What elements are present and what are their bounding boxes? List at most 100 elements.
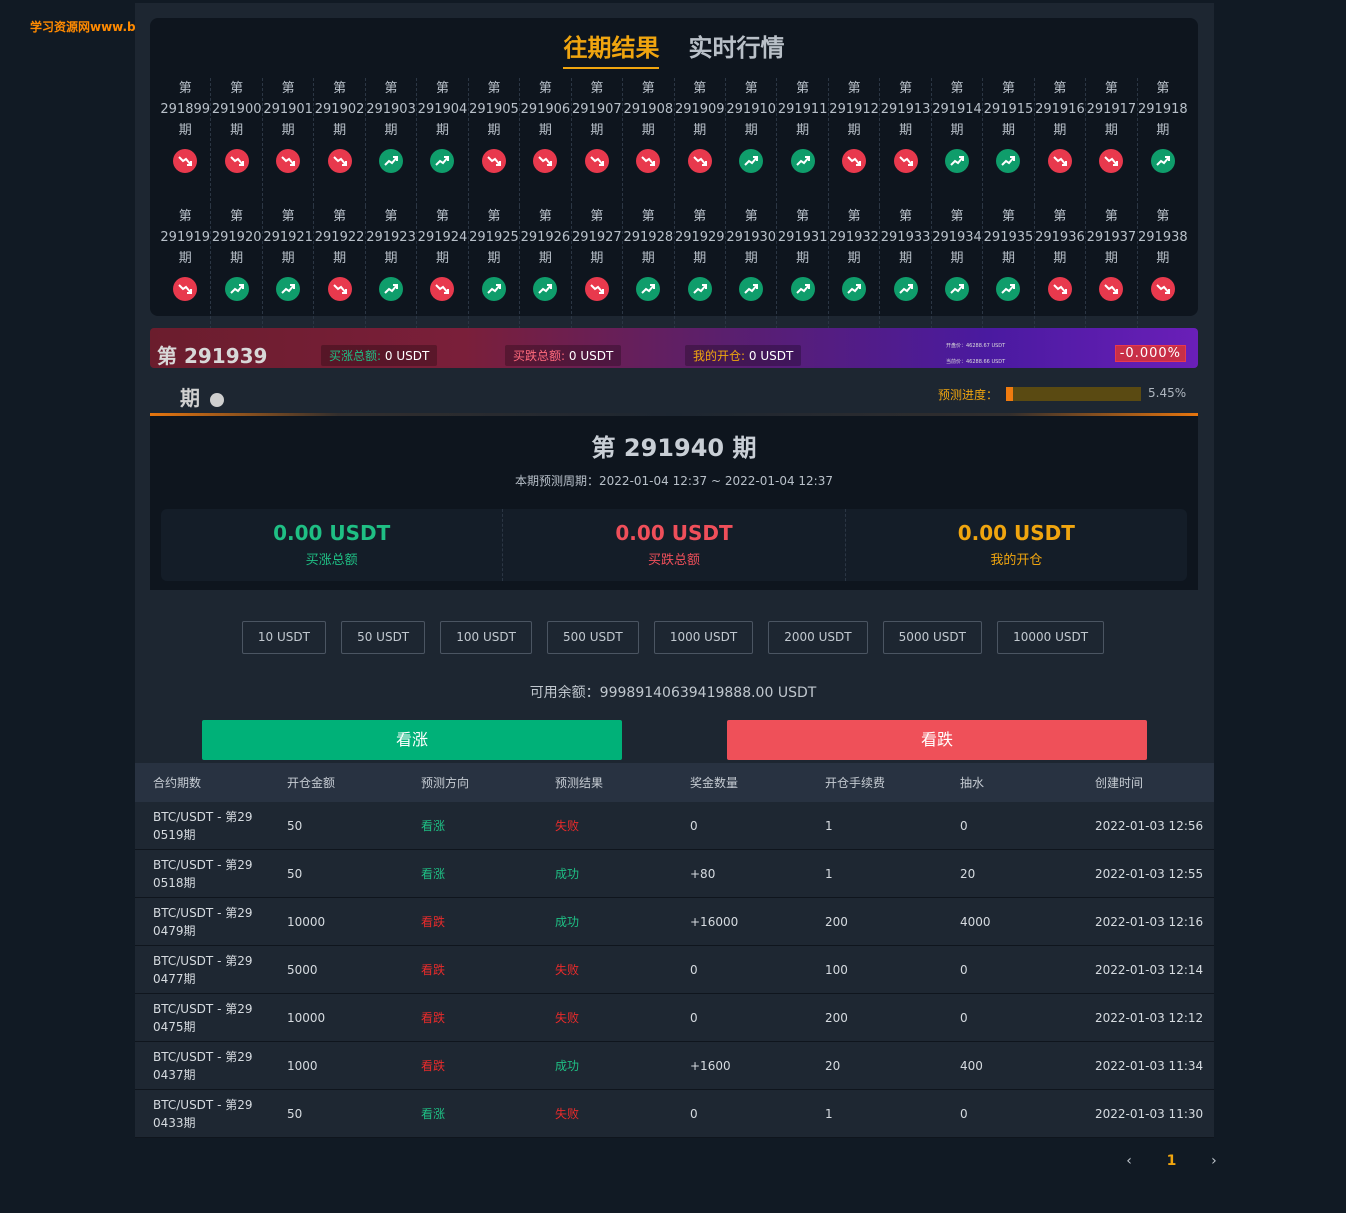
period-number: 291913	[880, 102, 931, 117]
period-suffix: 期	[435, 123, 449, 138]
period-number: 291921	[263, 230, 313, 245]
period-prefix: 第	[487, 81, 501, 96]
banner-buy-down: 买跌总额: 0 USDT	[505, 345, 622, 366]
amount-button[interactable]: 2000 USDT	[768, 621, 868, 654]
trend-down-icon	[173, 277, 198, 301]
period-suffix: 期	[1104, 251, 1118, 266]
period-cell: 第 291920 期	[211, 206, 263, 334]
amount-button[interactable]: 500 USDT	[547, 621, 639, 654]
cell-contract-line1: BTC/USDT - 第29	[153, 953, 253, 968]
col-fee: 开仓手续费	[825, 776, 886, 790]
cell-contract-line1: BTC/USDT - 第29	[153, 809, 253, 824]
banner-buy-up-value: 0 USDT	[384, 349, 430, 363]
period-suffix: 期	[641, 251, 655, 266]
trend-up-icon	[379, 277, 404, 301]
period-suffix: 期	[435, 251, 449, 266]
period-prefix: 第	[1053, 81, 1067, 96]
cell-result: 失败	[555, 1011, 580, 1025]
prev-page-button[interactable]: ‹	[1126, 1153, 1132, 1169]
col-created-time: 创建时间	[1095, 776, 1144, 790]
trend-up-icon	[842, 277, 867, 301]
cell-pump: 0	[960, 1106, 968, 1121]
amount-button[interactable]: 1000 USDT	[653, 621, 754, 654]
cell-contract: BTC/USDT - 第29 0433期	[135, 1096, 287, 1132]
period-number: 291901	[263, 102, 313, 117]
period-number: 291938	[1138, 230, 1188, 245]
period-number: 291926	[520, 230, 571, 245]
period-suffix: 期	[641, 123, 655, 138]
period-prefix: 第	[1104, 81, 1118, 96]
col-pump: 抽水	[960, 776, 985, 790]
table-row: BTC/USDT - 第29 0479期 10000 看跌 成功 +16000 200 400…	[135, 898, 1214, 946]
cell-fee: 20	[825, 1058, 841, 1073]
trend-up-icon	[893, 277, 918, 301]
banner-current-price: 当前价：46288.66 USDT	[946, 359, 1006, 365]
period-prefix: 第	[178, 209, 192, 224]
period-number: 291914	[932, 102, 982, 117]
cell-contract-line2: 0518期	[153, 875, 196, 890]
period-prefix: 第	[641, 81, 655, 96]
period-prefix: 第	[281, 81, 295, 96]
cell-pump: 0	[960, 962, 968, 977]
trend-up-icon	[533, 277, 558, 301]
period-number: 291903	[366, 102, 416, 117]
bet-down-button[interactable]: 看跌	[727, 720, 1147, 760]
tab-past-results[interactable]: 往期结果	[563, 28, 660, 69]
period-number: 291906	[520, 102, 571, 117]
trend-up-icon	[945, 277, 970, 301]
period-prefix: 第	[899, 81, 913, 96]
amount-button[interactable]: 10 USDT	[241, 621, 326, 654]
amount-button[interactable]: 5000 USDT	[882, 621, 982, 654]
amount-button[interactable]: 10000 USDT	[997, 621, 1105, 654]
period-number: 291933	[880, 230, 931, 245]
cell-contract: BTC/USDT - 第29 0477期	[135, 952, 287, 988]
table-row: BTC/USDT - 第29 0518期 50 看涨 成功 +80 1 20 2022-01-0…	[135, 850, 1214, 898]
col-direction: 预测方向	[421, 776, 470, 790]
banner-buy-down-label: 买跌总额:	[513, 349, 566, 363]
period-cell: 第 291927 期	[572, 206, 624, 334]
trend-up-icon	[224, 277, 249, 301]
amount-button[interactable]: 100 USDT	[440, 621, 532, 654]
period-row: 第 291899 期 第 291900 期 第 291901 期 第 291902 期 第 291903 期…	[160, 78, 1188, 206]
current-period-banner: 第 291939 买涨总额: 0 USDT 买跌总额: 0 USDT 我的开仓:…	[150, 328, 1198, 368]
period-cell: 第 291918 期	[1138, 78, 1188, 206]
period-suffix: 期	[950, 251, 964, 266]
alarm-clock-icon	[210, 392, 224, 407]
period-cell: 第 291904 期	[417, 78, 469, 206]
period-suffix: 期	[1001, 251, 1015, 266]
cell-result: 失败	[555, 963, 580, 977]
available-balance: 可用余额：99989140639419888.00 USDT	[529, 685, 817, 701]
period-suffix: 期	[384, 251, 398, 266]
cell-contract: BTC/USDT - 第29 0479期	[135, 904, 287, 940]
period-cell: 第 291922 期	[314, 206, 366, 334]
tab-live-market[interactable]: 实时行情	[688, 34, 785, 62]
period-number: 291907	[572, 102, 622, 117]
trend-down-icon	[1099, 277, 1124, 301]
period-suffix: 期	[178, 123, 192, 138]
cell-pump: 0	[960, 818, 968, 833]
period-cell: 第 291916 期	[1035, 78, 1087, 206]
bet-up-button[interactable]: 看涨	[202, 720, 622, 760]
page-number-current[interactable]: 1	[1166, 1153, 1177, 1169]
cell-created-time: 2022-01-03 11:30	[1095, 1106, 1204, 1121]
period-prefix: 第	[1156, 209, 1170, 224]
trend-up-icon	[430, 149, 455, 173]
cell-direction: 看跌	[421, 963, 446, 977]
progress-bar	[1006, 387, 1141, 401]
period-prefix: 第	[178, 81, 192, 96]
period-prefix: 第	[693, 209, 707, 224]
period-suffix: 期	[1053, 251, 1067, 266]
period-number: 291905	[469, 102, 519, 117]
period-prefix: 第	[641, 209, 655, 224]
cell-amount: 1000	[287, 1058, 318, 1073]
period-number: 291912	[829, 102, 879, 117]
cell-contract: BTC/USDT - 第29 0475期	[135, 1000, 287, 1036]
col-result: 预测结果	[555, 776, 604, 790]
table-row: BTC/USDT - 第29 0475期 10000 看跌 失败 0 200 0 2022-01…	[135, 994, 1214, 1042]
amount-button[interactable]: 50 USDT	[341, 621, 426, 654]
cell-bonus: 0	[690, 962, 698, 977]
next-page-button[interactable]: ›	[1211, 1153, 1217, 1169]
stat-buy-down: 0.00 USDT 买跌总额	[503, 509, 846, 581]
period-suffix: 期	[178, 251, 192, 266]
period-prefix: 第	[384, 81, 398, 96]
